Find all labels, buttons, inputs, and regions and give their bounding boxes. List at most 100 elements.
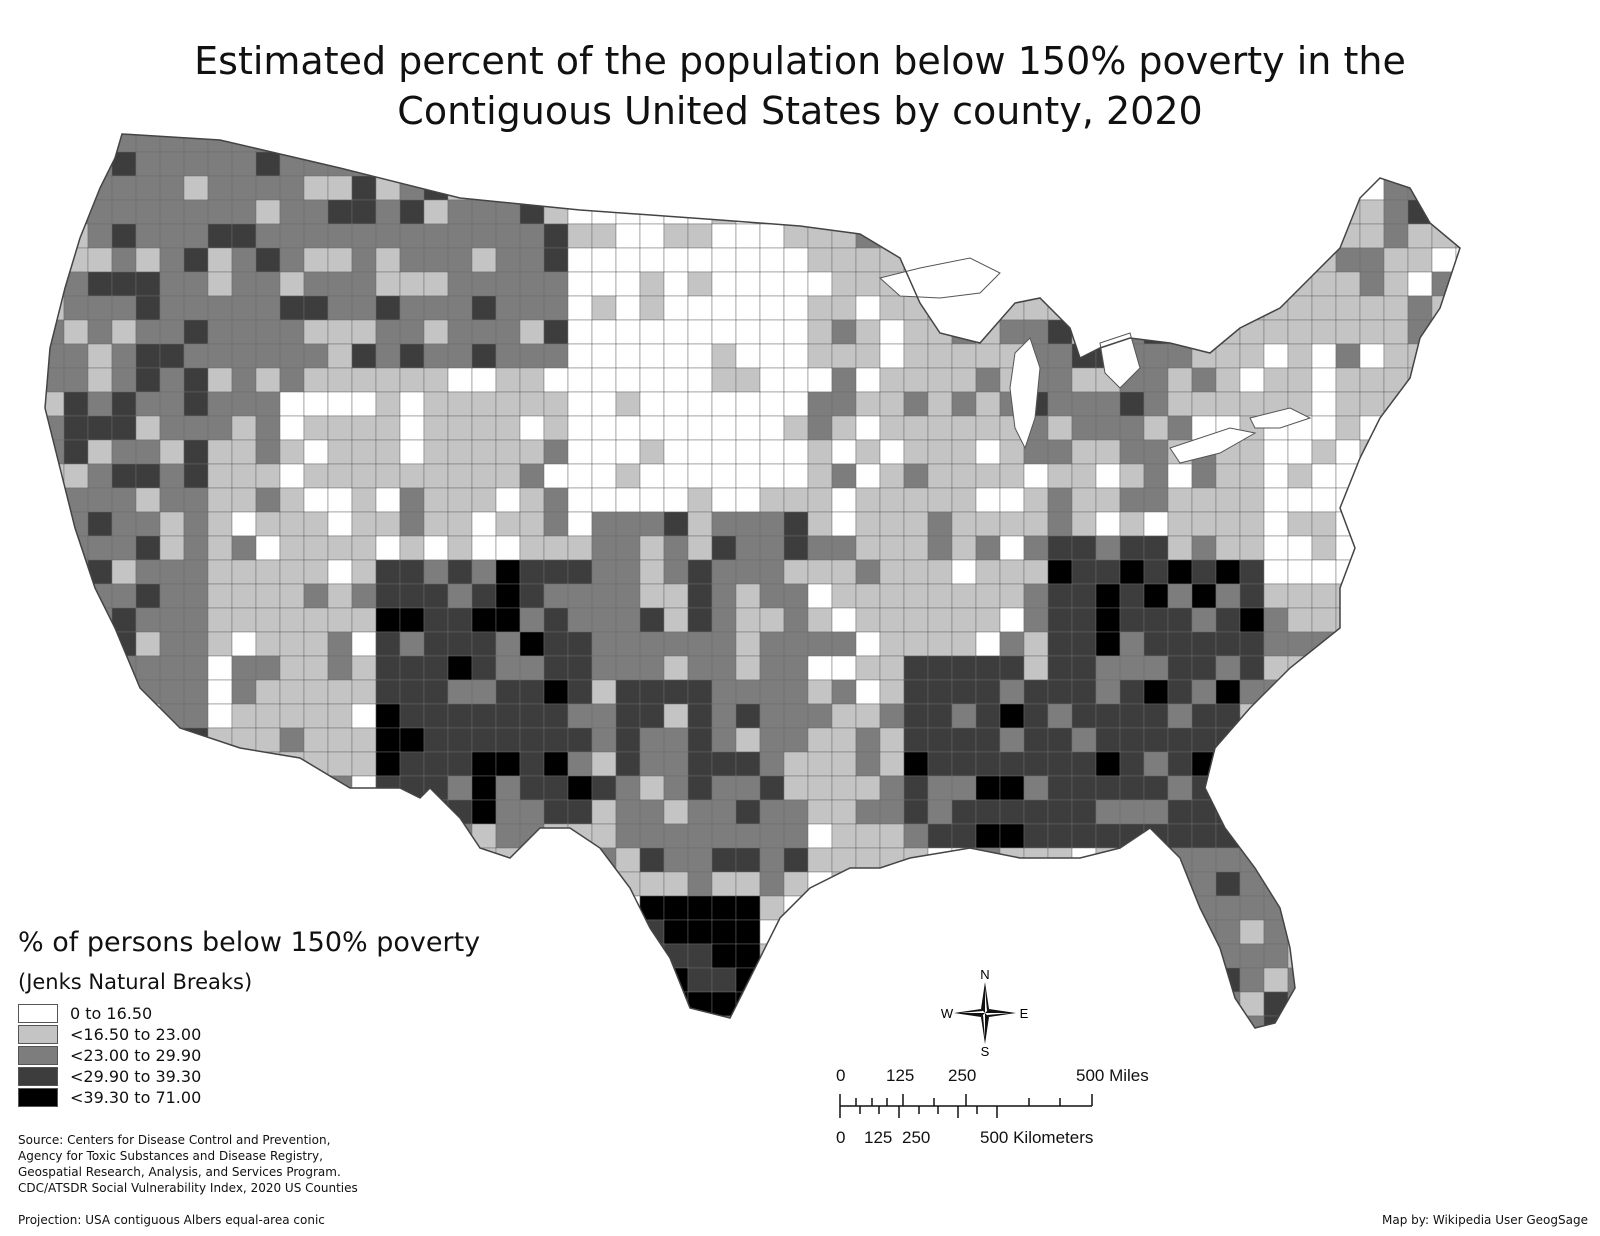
county-cell	[687, 679, 713, 705]
county-cell	[111, 751, 137, 777]
county-cell	[1095, 415, 1121, 441]
legend-title: % of persons below 150% poverty	[18, 927, 481, 958]
county-cell	[1504, 416, 1528, 440]
county-cell	[783, 343, 809, 369]
county-cell	[1335, 967, 1361, 993]
county-cell	[735, 775, 761, 801]
scale-miles-250: 250	[948, 1066, 977, 1085]
county-cell	[1383, 679, 1409, 705]
county-cell	[399, 319, 425, 345]
county-cell	[1095, 439, 1121, 465]
county-cell	[1119, 799, 1145, 825]
county-cell	[519, 415, 545, 441]
county-cell	[159, 295, 185, 321]
county-cell	[1047, 583, 1073, 609]
county-cell	[783, 463, 809, 489]
county-cell	[519, 511, 545, 537]
county-cell	[1095, 727, 1121, 753]
county-cell	[135, 727, 161, 753]
county-cell	[1359, 583, 1385, 609]
county-cell	[879, 943, 905, 969]
county-cell	[45, 535, 65, 561]
county-cell	[1455, 583, 1460, 609]
county-cell	[831, 1015, 857, 1028]
county-cell	[1383, 415, 1409, 441]
county-cell	[1095, 134, 1121, 153]
county-cell	[1383, 247, 1409, 273]
county-cell	[1215, 679, 1241, 705]
county-cell	[1407, 991, 1433, 1017]
county-cell	[927, 535, 953, 561]
county-cell	[375, 631, 401, 657]
county-cell	[567, 439, 593, 465]
county-cell	[927, 631, 953, 657]
county-cell	[999, 655, 1025, 681]
county-cell	[279, 463, 305, 489]
county-cell	[520, 1040, 544, 1058]
county-cell	[327, 655, 353, 681]
county-cell	[975, 559, 1001, 585]
county-cell	[927, 679, 953, 705]
county-cell	[759, 343, 785, 369]
county-cell	[1071, 175, 1097, 201]
county-cell	[1168, 1040, 1192, 1058]
county-cell	[231, 607, 257, 633]
county-cell	[1480, 416, 1504, 440]
county-cell	[1431, 799, 1457, 825]
county-cell	[807, 919, 833, 945]
county-cell	[1143, 271, 1169, 297]
county-cell	[1191, 319, 1217, 345]
county-cell	[135, 631, 161, 657]
county-cell	[831, 631, 857, 657]
county-cell	[1215, 295, 1241, 321]
county-cell	[1023, 247, 1049, 273]
county-cell	[111, 439, 137, 465]
county-cell	[1047, 655, 1073, 681]
county-cell	[63, 583, 89, 609]
county-cell	[1359, 775, 1385, 801]
county-cell	[832, 1040, 856, 1058]
county-cell	[567, 151, 593, 177]
county-cell	[711, 679, 737, 705]
county-cell	[1095, 247, 1121, 273]
county-cell	[1528, 248, 1530, 272]
county-cell	[207, 823, 233, 849]
county-cell	[1143, 1015, 1169, 1028]
county-cell	[1095, 655, 1121, 681]
county-cell	[1455, 247, 1460, 273]
county-cell	[951, 703, 977, 729]
county-cell	[135, 751, 161, 777]
county-cell	[327, 223, 353, 249]
county-cell	[303, 511, 329, 537]
county-cell	[711, 487, 737, 513]
county-cell	[975, 679, 1001, 705]
county-cell	[735, 295, 761, 321]
county-cell	[879, 559, 905, 585]
county-cell	[1359, 1015, 1385, 1028]
county-cell	[759, 391, 785, 417]
county-cell	[495, 967, 521, 993]
county-cell	[639, 271, 665, 297]
county-cell	[1311, 343, 1337, 369]
county-cell	[1048, 1040, 1072, 1058]
county-cell	[63, 607, 89, 633]
county-cell	[759, 823, 785, 849]
county-cell	[591, 439, 617, 465]
county-cell	[1359, 223, 1385, 249]
county-cell	[159, 679, 185, 705]
county-cell	[1311, 367, 1337, 393]
legend-label: <39.30 to 71.00	[70, 1088, 202, 1107]
county-cell	[1528, 872, 1530, 896]
county-cell	[711, 967, 737, 993]
county-cell	[519, 559, 545, 585]
county-cell	[1167, 991, 1193, 1017]
county-cell	[135, 679, 161, 705]
county-cell	[447, 391, 473, 417]
county-cell	[1143, 134, 1169, 153]
county-cell	[543, 134, 569, 153]
county-cell	[1047, 151, 1073, 177]
county-cell	[567, 134, 593, 153]
county-cell	[880, 1040, 904, 1058]
county-cell	[255, 391, 281, 417]
county-cell	[1143, 919, 1169, 945]
